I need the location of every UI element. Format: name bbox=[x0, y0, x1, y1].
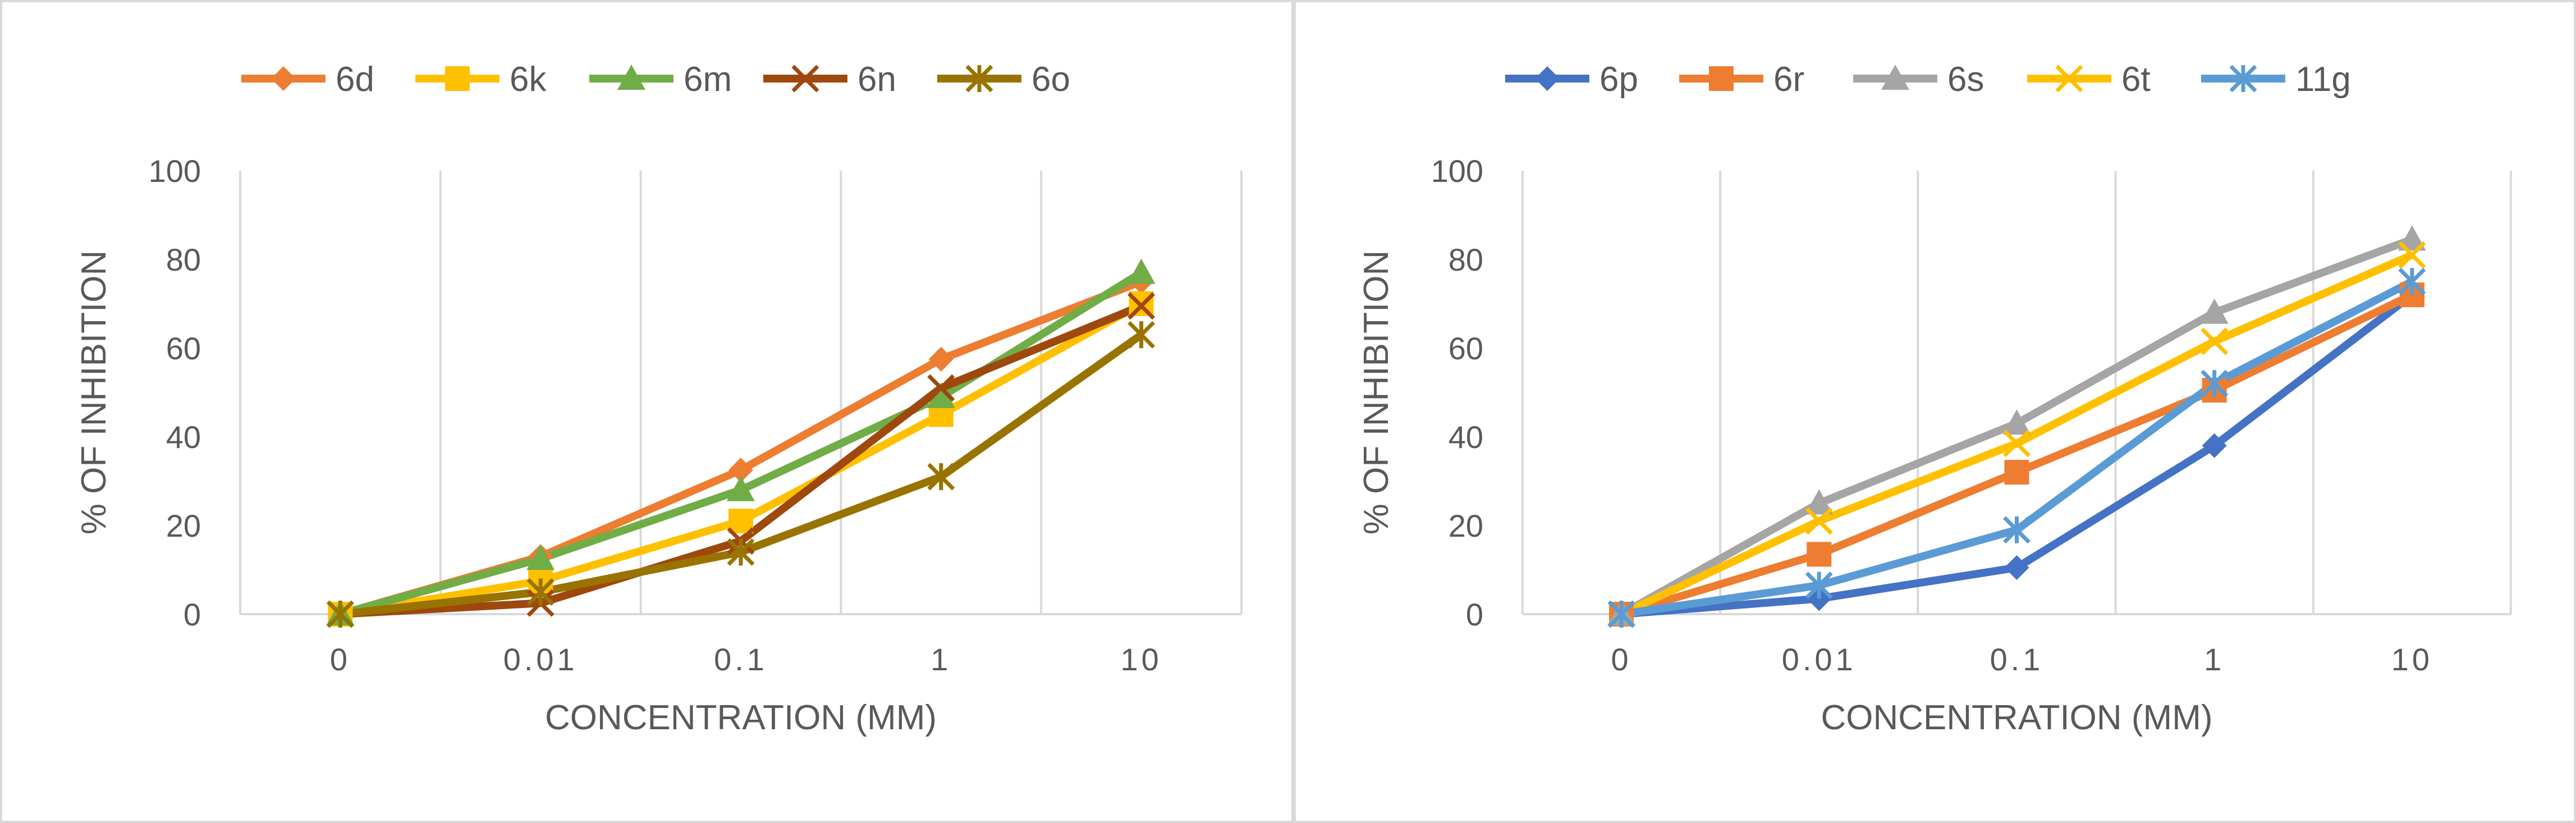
legend-label: 6m bbox=[684, 60, 732, 99]
x-tick-label: 10 bbox=[2391, 642, 2433, 677]
data-point-6t bbox=[2003, 429, 2030, 458]
data-point-6t bbox=[1805, 507, 1833, 535]
y-axis-title: % OF INHIBITION bbox=[75, 250, 113, 534]
data-point-6o bbox=[1127, 321, 1156, 349]
data-point-6o bbox=[326, 600, 354, 628]
data-point-6o bbox=[727, 538, 755, 566]
legend-label: 6n bbox=[858, 60, 896, 99]
legend-item-11g: 11g bbox=[2201, 60, 2351, 99]
legend-item-6m: 6m bbox=[589, 60, 732, 99]
data-point-11g bbox=[1607, 600, 1635, 628]
data-point-6o bbox=[526, 578, 554, 606]
data-point-6o bbox=[927, 463, 955, 491]
y-axis-title: % OF INHIBITION bbox=[1357, 250, 1396, 534]
y-tick-label: 80 bbox=[166, 242, 201, 277]
legend-item-6r: 6r bbox=[1679, 60, 1804, 99]
legend-item-6d: 6d bbox=[241, 60, 374, 99]
chart-panel-1: 0 20 40 60 80 100 0 0.01 0.1 1 10 CONCENTRATION (MM… bbox=[75, 60, 1243, 737]
data-point-6d bbox=[728, 458, 753, 483]
data-point-6d bbox=[928, 346, 954, 372]
y-tick-label: 60 bbox=[1449, 331, 1483, 366]
data-point-6m bbox=[526, 545, 555, 570]
data-point-6r bbox=[2004, 460, 2029, 485]
legend-label: 11g bbox=[2295, 60, 2351, 99]
legend-marker bbox=[445, 66, 470, 91]
x-tick-label: 1 bbox=[931, 642, 951, 677]
legend-item-6t: 6t bbox=[2027, 60, 2151, 99]
x-axis-title: CONCENTRATION (MM) bbox=[1821, 698, 2213, 737]
x-tick-label: 0.1 bbox=[1990, 642, 2044, 677]
legend-item-6p: 6p bbox=[1505, 60, 1638, 99]
x-axis-title: CONCENTRATION (MM) bbox=[545, 698, 937, 737]
legend-marker bbox=[271, 66, 296, 91]
y-tick-label: 20 bbox=[1449, 508, 1483, 543]
x-tick-label: 0.01 bbox=[1782, 642, 1857, 677]
y-tick-label: 100 bbox=[149, 153, 201, 189]
data-point-11g bbox=[2003, 516, 2030, 544]
legend-item-6s: 6s bbox=[1853, 60, 1984, 99]
legend: 6p 6r 6s 6t 11g bbox=[1505, 60, 2351, 99]
data-point-11g bbox=[2398, 268, 2426, 295]
data-point-6k bbox=[728, 509, 753, 534]
data-point-6s bbox=[1805, 489, 1834, 515]
data-point-6m bbox=[727, 475, 755, 501]
data-point-6s bbox=[2002, 409, 2031, 435]
y-tick-label: 40 bbox=[166, 419, 201, 455]
chart-panel-2: 0 20 40 60 80 100 0 0.01 0.1 1 10 CONCENTRATION (MM… bbox=[1357, 60, 2512, 737]
y-tick-label: 0 bbox=[184, 597, 201, 632]
legend-label: 6p bbox=[1599, 60, 1638, 99]
legend-label: 6k bbox=[510, 60, 547, 99]
legend-marker bbox=[1881, 65, 1909, 90]
x-tick-label: 0 bbox=[1611, 642, 1632, 677]
data-point-6s bbox=[2398, 225, 2426, 251]
legend-marker bbox=[2055, 65, 2083, 93]
y-tick-label: 40 bbox=[1449, 419, 1483, 455]
data-point-6p bbox=[2202, 433, 2227, 458]
y-tick-label: 0 bbox=[1466, 597, 1483, 632]
legend-marker bbox=[1535, 66, 1560, 91]
data-point-6n bbox=[1127, 292, 1156, 320]
y-tick-label: 100 bbox=[1431, 153, 1483, 189]
data-point-6m bbox=[927, 382, 955, 408]
data-point-6t bbox=[2201, 327, 2229, 355]
legend-label: 6s bbox=[1947, 60, 1984, 99]
legend: 6d 6k 6m 6n 6o bbox=[241, 60, 1070, 99]
data-point-6n bbox=[927, 374, 955, 402]
legend-item-6n: 6n bbox=[763, 60, 896, 99]
legend-marker bbox=[1709, 66, 1734, 91]
data-point-11g bbox=[2201, 369, 2229, 397]
data-point-6s bbox=[2200, 298, 2229, 324]
legend-item-6k: 6k bbox=[415, 60, 547, 99]
y-tick-label: 80 bbox=[1449, 242, 1483, 277]
data-point-11g bbox=[1805, 571, 1833, 600]
y-tick-label: 20 bbox=[166, 508, 201, 543]
legend-label: 6t bbox=[2121, 60, 2151, 99]
data-point-6m bbox=[1127, 258, 1156, 284]
legend-marker bbox=[965, 65, 993, 93]
legend-marker bbox=[791, 65, 819, 93]
legend-label: 6r bbox=[1773, 60, 1804, 99]
data-point-6t bbox=[2398, 241, 2426, 269]
legend-marker bbox=[617, 65, 645, 90]
data-point-6r bbox=[1807, 542, 1832, 567]
x-tick-label: 0.01 bbox=[503, 642, 578, 677]
legend-item-6o: 6o bbox=[937, 60, 1070, 99]
legend-label: 6o bbox=[1032, 60, 1070, 99]
x-tick-label: 0.1 bbox=[714, 642, 768, 677]
x-tick-label: 1 bbox=[2204, 642, 2225, 677]
data-point-6p bbox=[2004, 555, 2029, 580]
y-tick-label: 60 bbox=[166, 331, 201, 366]
legend-marker bbox=[2229, 65, 2257, 93]
x-tick-label: 0 bbox=[330, 642, 351, 677]
legend-label: 6d bbox=[336, 60, 374, 99]
x-tick-label: 10 bbox=[1120, 642, 1162, 677]
